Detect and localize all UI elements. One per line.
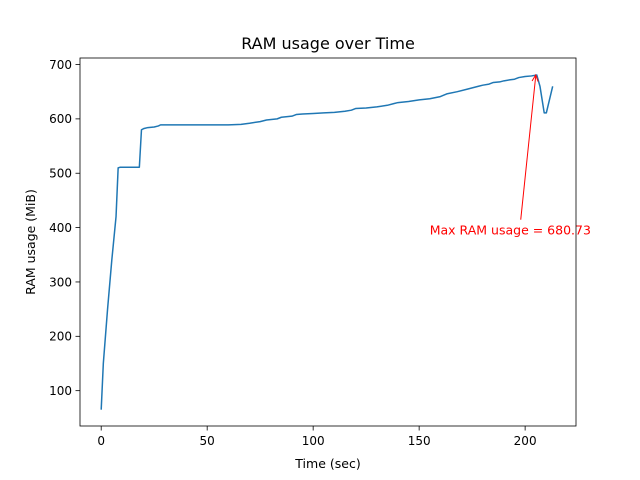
y-tick: 400: [49, 221, 80, 235]
x-axis-label: Time (sec): [294, 456, 360, 471]
y-tick-label: 600: [49, 112, 72, 126]
x-axis-ticks: 0 50 100 150 200: [97, 426, 537, 448]
y-tick: 500: [49, 167, 80, 181]
y-tick-label: 200: [49, 330, 72, 344]
x-tick-label: 0: [97, 434, 105, 448]
x-tick: 50: [200, 426, 215, 448]
plot-area: Max RAM usage = 680.73: [100, 73, 591, 410]
x-tick: 100: [302, 426, 325, 448]
x-tick: 150: [408, 426, 431, 448]
max-annotation: Max RAM usage = 680.73: [430, 73, 591, 238]
y-tick-label: 300: [49, 275, 72, 289]
chart-title: RAM usage over Time: [241, 34, 415, 53]
y-tick: 200: [49, 330, 80, 344]
axes-frame: [79, 57, 577, 427]
annotation-arrow-head: [531, 73, 539, 82]
ram-usage-series-line: [100, 74, 554, 410]
y-tick-label: 700: [49, 58, 72, 72]
y-axis-label: RAM usage (MiB): [23, 189, 38, 295]
x-tick: 200: [514, 426, 537, 448]
y-tick-label: 100: [49, 384, 72, 398]
y-tick: 700: [49, 58, 80, 72]
y-tick-label: 400: [49, 221, 72, 235]
x-tick: 0: [97, 426, 105, 448]
y-axis-ticks: 100 200 300 400 500 600 700: [49, 58, 80, 398]
x-tick-label: 150: [408, 434, 431, 448]
y-tick: 600: [49, 112, 80, 126]
y-tick-label: 500: [49, 167, 72, 181]
annotation-arrow-shaft: [520, 75, 537, 220]
y-tick: 300: [49, 275, 80, 289]
x-tick-label: 50: [200, 434, 215, 448]
y-tick: 100: [49, 384, 80, 398]
x-tick-label: 200: [514, 434, 537, 448]
x-tick-label: 100: [302, 434, 325, 448]
annotation-label: Max RAM usage = 680.73: [430, 223, 591, 238]
